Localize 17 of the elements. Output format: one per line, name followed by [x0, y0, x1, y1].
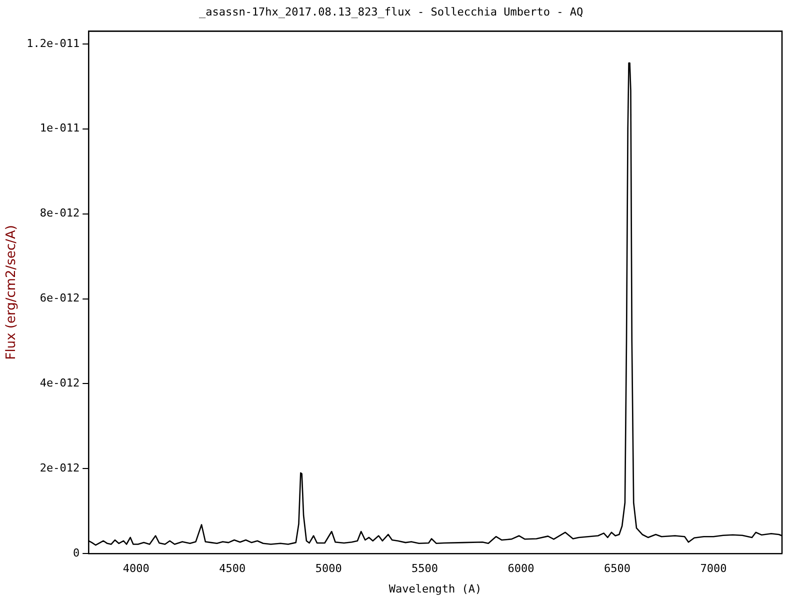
y-tick-label: 1e-011 — [40, 122, 80, 135]
y-tick-label: 6e-012 — [40, 292, 80, 305]
x-tick-label: 6500 — [604, 562, 631, 576]
y-tick-label: 4e-012 — [40, 376, 80, 390]
y-tick-label: 8e-012 — [40, 206, 80, 220]
x-tick-label: 5500 — [412, 562, 438, 576]
y-tick-label: 0 — [72, 546, 80, 560]
x-tick-label: 7000 — [700, 562, 727, 576]
x-tick-label: 5000 — [315, 562, 342, 576]
x-axis-title: Wavelength (A) — [388, 582, 482, 596]
y-tick-label: 1.2e-011 — [26, 36, 80, 50]
x-tick-label: 6000 — [508, 562, 534, 576]
y-tick-label: 2e-012 — [40, 462, 80, 475]
x-tick-label: 4500 — [219, 562, 246, 576]
x-tick-label: 4000 — [122, 562, 150, 576]
y-axis-title: Flux (erg/cm2/sec/A) — [4, 225, 20, 360]
chart-title: _asassn-17hx_2017.08.13_823_flux - Sollecchia Umberto - AQ — [198, 5, 584, 18]
